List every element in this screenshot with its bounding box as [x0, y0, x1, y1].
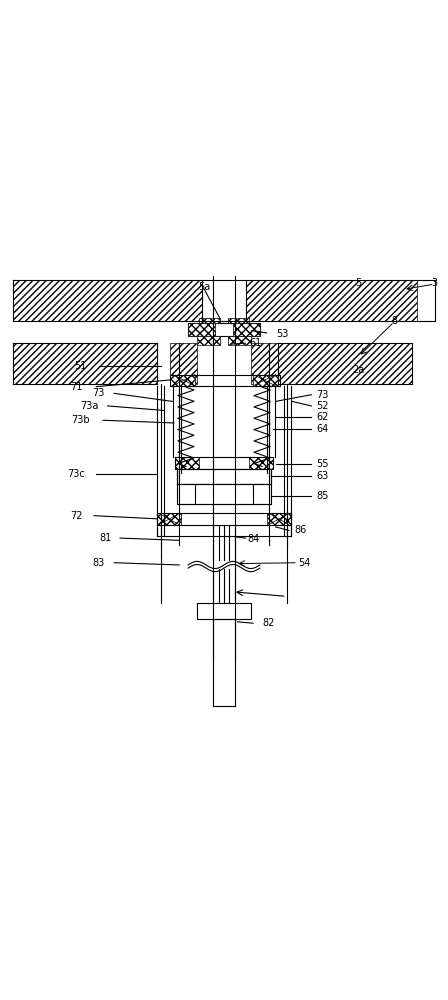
- FancyBboxPatch shape: [246, 280, 417, 321]
- FancyBboxPatch shape: [177, 484, 271, 504]
- Text: 85: 85: [316, 491, 329, 501]
- FancyBboxPatch shape: [13, 343, 157, 384]
- Text: 55: 55: [316, 459, 329, 469]
- Text: 5: 5: [355, 278, 362, 288]
- FancyBboxPatch shape: [188, 323, 215, 336]
- FancyBboxPatch shape: [251, 343, 278, 384]
- FancyBboxPatch shape: [199, 318, 220, 323]
- Text: 83: 83: [92, 558, 105, 568]
- FancyBboxPatch shape: [188, 323, 260, 336]
- FancyBboxPatch shape: [170, 343, 197, 384]
- Text: 86: 86: [294, 525, 306, 535]
- Text: 73: 73: [316, 390, 329, 400]
- Text: 61: 61: [249, 338, 262, 348]
- FancyBboxPatch shape: [202, 321, 246, 323]
- Text: 3: 3: [431, 278, 438, 288]
- Text: 84: 84: [247, 534, 259, 544]
- FancyBboxPatch shape: [170, 375, 195, 386]
- FancyBboxPatch shape: [253, 375, 278, 386]
- Text: 5a: 5a: [198, 282, 210, 292]
- Text: 2a: 2a: [352, 365, 365, 375]
- FancyBboxPatch shape: [249, 457, 273, 469]
- Text: 63: 63: [316, 471, 329, 481]
- FancyBboxPatch shape: [197, 603, 251, 619]
- FancyBboxPatch shape: [177, 469, 271, 484]
- Text: 8: 8: [391, 316, 397, 326]
- FancyBboxPatch shape: [197, 336, 220, 345]
- Text: 73b: 73b: [71, 415, 90, 425]
- Text: 62: 62: [316, 412, 329, 422]
- FancyBboxPatch shape: [267, 513, 291, 525]
- FancyBboxPatch shape: [175, 457, 199, 469]
- FancyBboxPatch shape: [228, 336, 251, 345]
- FancyBboxPatch shape: [13, 280, 202, 321]
- FancyBboxPatch shape: [157, 513, 181, 525]
- Text: 73a: 73a: [80, 401, 99, 411]
- Text: 54: 54: [298, 558, 311, 568]
- Text: 73: 73: [92, 388, 105, 398]
- Text: 64: 64: [316, 424, 329, 434]
- Text: 82: 82: [263, 618, 275, 628]
- Text: 81: 81: [99, 533, 112, 543]
- Text: 52: 52: [316, 401, 329, 411]
- Text: 73c: 73c: [67, 469, 85, 479]
- Text: 53: 53: [276, 329, 289, 339]
- Text: 72: 72: [70, 511, 82, 521]
- Text: 51: 51: [74, 361, 87, 371]
- FancyBboxPatch shape: [278, 343, 412, 384]
- FancyBboxPatch shape: [228, 318, 249, 323]
- FancyBboxPatch shape: [233, 323, 260, 336]
- Text: 71: 71: [70, 382, 82, 392]
